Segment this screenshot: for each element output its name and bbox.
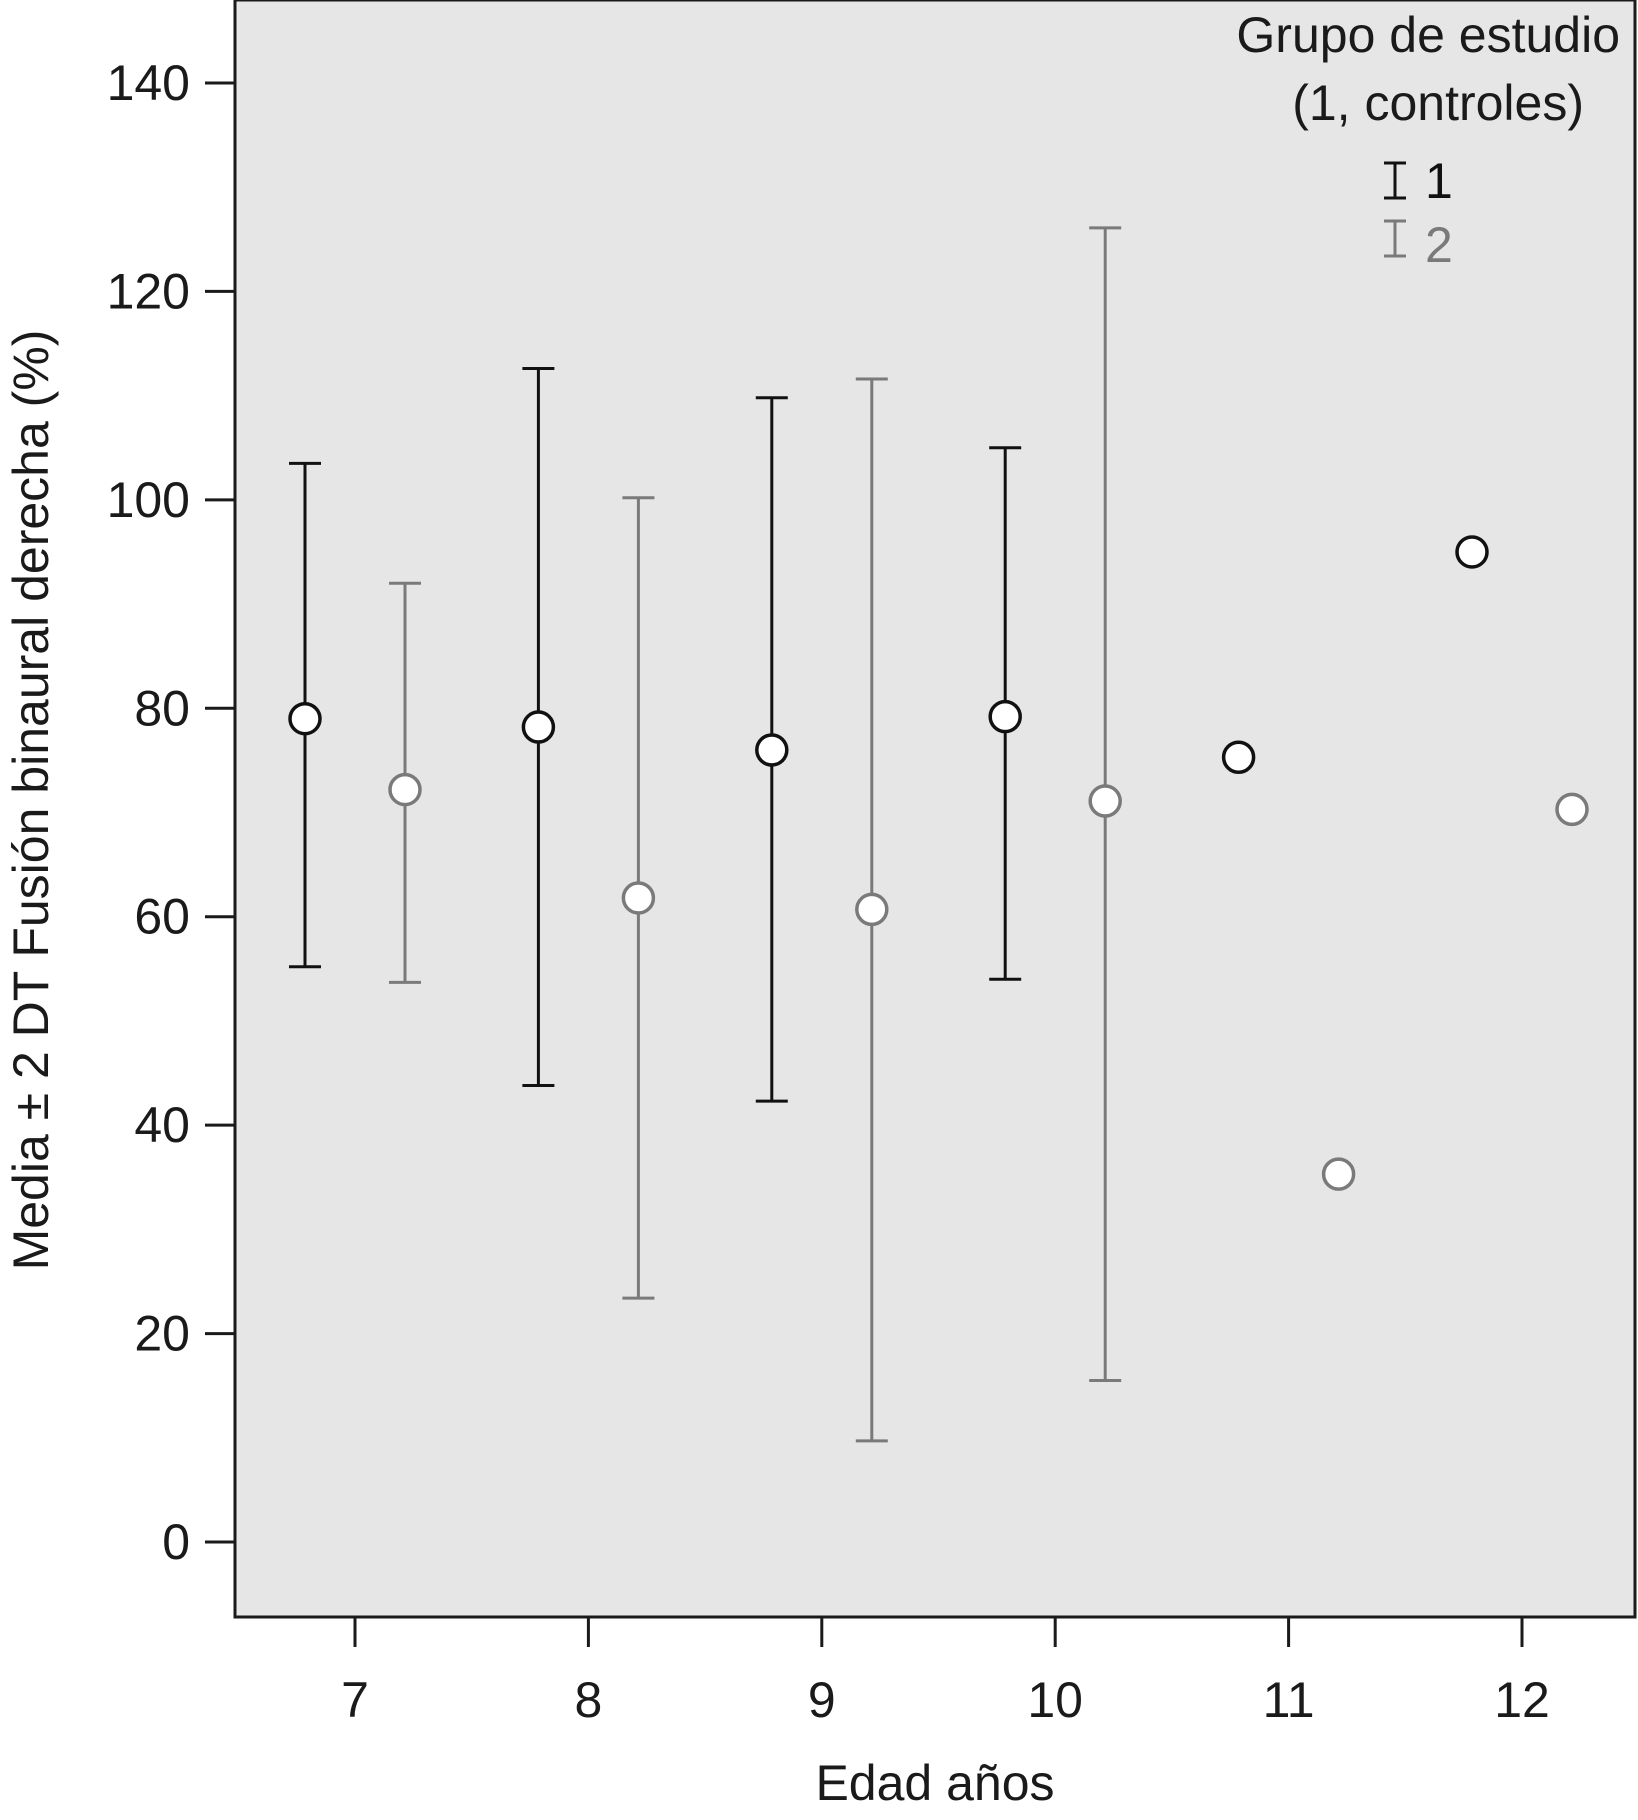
- legend-title-line1: Grupo de estudio: [1236, 7, 1620, 63]
- y-tick-label: 120: [107, 263, 190, 319]
- mean-marker: [288, 701, 322, 736]
- legend-swatch-1: [1384, 161, 1406, 200]
- legend-swatch-2: [1384, 219, 1406, 258]
- x-tick-label: 7: [341, 1672, 369, 1728]
- series-1: [288, 367, 1489, 1103]
- x-axis-title: Edad años: [815, 1755, 1054, 1811]
- x-tick-label: 8: [574, 1672, 602, 1728]
- x-tick-label: 12: [1494, 1672, 1550, 1728]
- legend: Grupo de estudio (1, controles) 1 2: [1236, 7, 1620, 273]
- y-axis: 0 20 40 60 80 100 120 140: [107, 55, 235, 1570]
- mean-marker: [1221, 740, 1256, 775]
- x-tick-label: 10: [1027, 1672, 1083, 1728]
- legend-label-2: 2: [1425, 217, 1453, 273]
- y-tick-label: 100: [107, 472, 190, 528]
- legend-label-1: 1: [1425, 153, 1453, 209]
- x-tick-label: 9: [808, 1672, 836, 1728]
- mean-marker: [755, 733, 789, 767]
- x-axis: 7 8 9 10 11 12: [341, 1617, 1550, 1728]
- x-tick-label: 11: [1263, 1672, 1315, 1728]
- mean-marker: [621, 881, 656, 915]
- mean-marker: [388, 772, 422, 807]
- y-tick-label: 140: [107, 55, 190, 111]
- y-tick-label: 20: [134, 1306, 190, 1362]
- series-layer: [288, 226, 1589, 1443]
- mean-marker: [1321, 1157, 1356, 1191]
- mean-marker: [855, 892, 889, 927]
- y-tick-label: 60: [134, 889, 190, 945]
- mean-marker: [521, 710, 556, 744]
- mean-marker: [1555, 792, 1589, 827]
- y-tick-label: 40: [134, 1097, 190, 1153]
- y-axis-title: Media ± 2 DT Fusión binaural derecha (%): [3, 330, 59, 1271]
- plot-area: [233, 0, 1637, 1619]
- y-tick-label: 0: [162, 1514, 190, 1570]
- mean-marker: [1455, 535, 1489, 569]
- mean-marker: [988, 699, 1022, 734]
- legend-title-line2: (1, controles): [1292, 75, 1584, 131]
- mean-marker: [1088, 784, 1122, 818]
- y-tick-label: 80: [134, 680, 190, 736]
- series-2: [388, 226, 1589, 1443]
